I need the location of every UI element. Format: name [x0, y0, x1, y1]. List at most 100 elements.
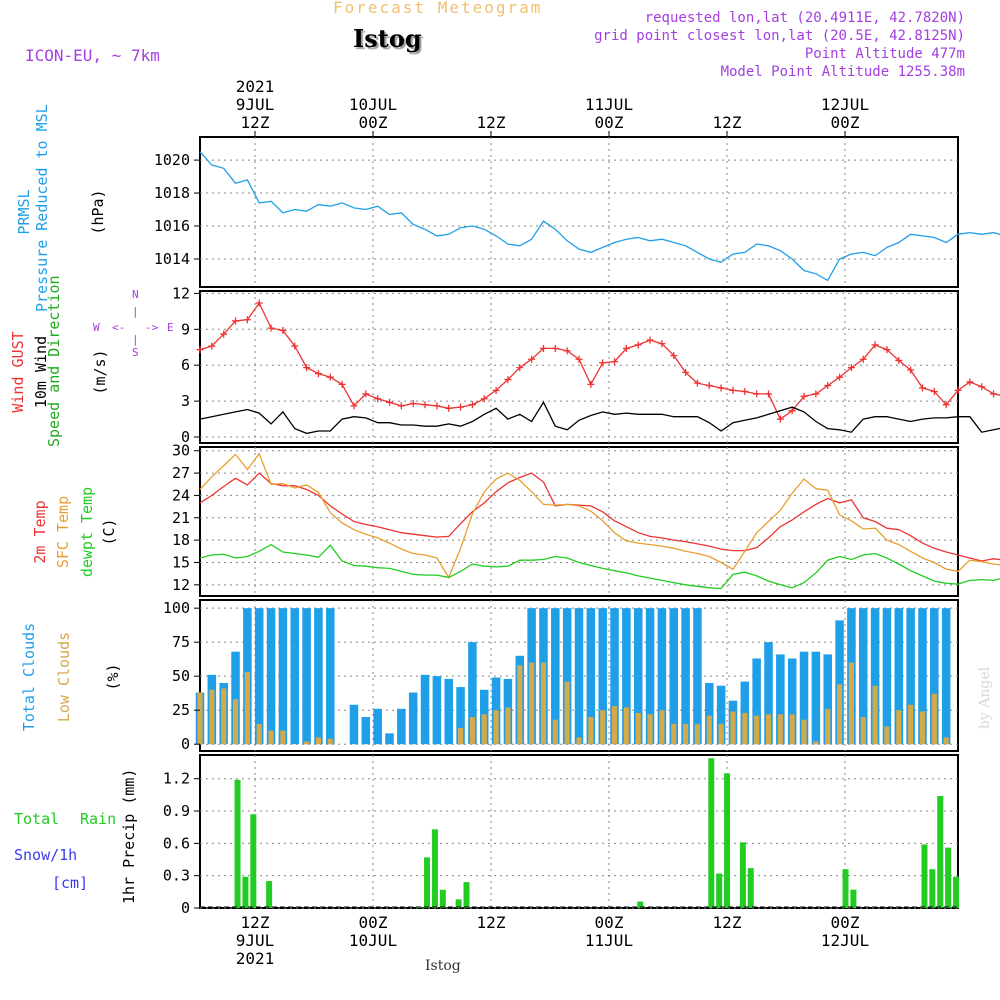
total-cloud-bar — [456, 687, 465, 745]
low-cloud-bar — [256, 723, 262, 745]
requested-coords: requested lon,lat (20.4911E, 42.7820N) — [644, 10, 965, 26]
gust-line — [199, 301, 1000, 421]
bottom-time-label: 12Z — [477, 913, 506, 932]
top-time-label: 12Z — [241, 113, 270, 132]
top-time-label: 00Z — [359, 113, 388, 132]
model-altitude: Model Point Altitude 1255.38m — [720, 64, 965, 80]
low-cloud-bar — [694, 723, 700, 745]
rain-bar — [842, 869, 849, 908]
gust-marker — [397, 402, 405, 410]
total-cloud-bar — [574, 608, 584, 745]
compass-e: E — [167, 321, 174, 334]
gust-marker — [705, 382, 713, 390]
total-cloud-bar — [385, 733, 394, 745]
low-cloud-bar — [683, 723, 689, 745]
total-cloud-bar — [302, 608, 311, 745]
low-cloud-bar — [529, 662, 535, 745]
low-cloud-bar — [552, 719, 558, 745]
y-tick-label-wind: 6 — [181, 356, 190, 374]
gust-marker — [634, 341, 642, 349]
rain-bar — [945, 847, 952, 908]
total-cloud-bar — [752, 658, 761, 745]
svg-text:|: | — [132, 333, 139, 346]
precip-rain-label-2: Rain — [80, 810, 117, 828]
gust-marker — [587, 380, 595, 388]
total-cloud-bar — [349, 704, 359, 745]
gust-marker — [717, 384, 725, 392]
gust-marker — [942, 401, 950, 409]
precip-snow-unit: [cm] — [52, 874, 89, 892]
low-cloud-bar — [789, 714, 795, 745]
gust-marker — [575, 355, 583, 363]
gust-marker — [978, 383, 986, 391]
gust-marker — [918, 384, 926, 392]
total-cloud-bar — [633, 608, 643, 745]
gust-marker — [670, 352, 678, 360]
gust-marker — [753, 390, 761, 398]
low-cloud-bar — [659, 710, 665, 745]
gust-marker — [539, 344, 547, 352]
rain-bar — [431, 829, 438, 908]
rain-bar — [250, 814, 257, 908]
compass-w: W — [93, 321, 100, 334]
rain-bar — [416, 907, 423, 908]
total-cloud-bar — [562, 608, 572, 745]
gust-marker — [528, 355, 536, 363]
gust-marker — [409, 400, 417, 408]
y-tick-label-temp: 27 — [172, 464, 190, 482]
low-cloud-bar — [244, 672, 250, 745]
bottom-time-label: 2021 — [236, 949, 275, 968]
rain-bar — [637, 901, 644, 908]
total-cloud-bar — [397, 708, 406, 745]
gust-marker — [551, 344, 559, 352]
low-cloud-bar — [860, 716, 866, 745]
y-tick-label-clouds: 25 — [172, 701, 190, 719]
low-cloud-bar — [493, 710, 499, 745]
gust-marker — [966, 378, 974, 386]
y-tick-label-pressure: 1014 — [154, 250, 190, 268]
panel-frame-2 — [199, 446, 959, 597]
rain-bar — [455, 899, 462, 908]
precip-snow-label: Snow/1h — [14, 846, 78, 864]
total-cloud-bar — [373, 708, 382, 745]
low-cloud-bar — [481, 714, 487, 745]
compass-n: N — [132, 288, 139, 301]
low-cloud-bar — [576, 737, 582, 745]
rain-bar — [724, 773, 731, 908]
rain-bar — [266, 881, 273, 908]
gust-marker — [693, 379, 701, 387]
rain-bar — [439, 889, 446, 908]
gust-marker — [303, 364, 311, 372]
rain-bar — [953, 876, 960, 908]
gust-marker — [907, 366, 915, 374]
total-cloud-bar — [326, 608, 335, 745]
gust-marker — [291, 342, 299, 350]
low-cloud-bar — [611, 706, 618, 745]
temp-sfc-line — [199, 452, 1000, 579]
temp-2m-line — [199, 472, 1000, 562]
svg-text:->: -> — [145, 321, 159, 334]
total-cloud-bar — [882, 608, 892, 745]
wind-speed-line — [199, 400, 1000, 435]
gust-marker — [682, 368, 690, 376]
low-cloud-bar — [197, 692, 203, 745]
low-cloud-bar — [706, 715, 712, 745]
low-cloud-bar — [848, 662, 854, 745]
low-cloud-bar — [837, 684, 843, 745]
low-cloud-bar — [825, 708, 831, 745]
total-cloud-bar — [799, 651, 809, 745]
gust-marker — [741, 388, 749, 396]
gust-marker — [468, 401, 476, 409]
total-cloud-bar — [716, 685, 726, 745]
gust-marker — [314, 370, 322, 378]
y-tick-label-temp: 18 — [172, 531, 190, 549]
rain-bar — [739, 842, 746, 908]
gust-marker — [480, 395, 488, 403]
low-cloud-bar — [872, 685, 878, 745]
top-time-label: 12JUL — [821, 95, 869, 114]
rain-bar — [463, 882, 470, 908]
y-tick-label-temp: 21 — [172, 509, 190, 527]
y-tick-label-temp: 24 — [172, 486, 190, 504]
low-cloud-bar — [327, 738, 333, 745]
